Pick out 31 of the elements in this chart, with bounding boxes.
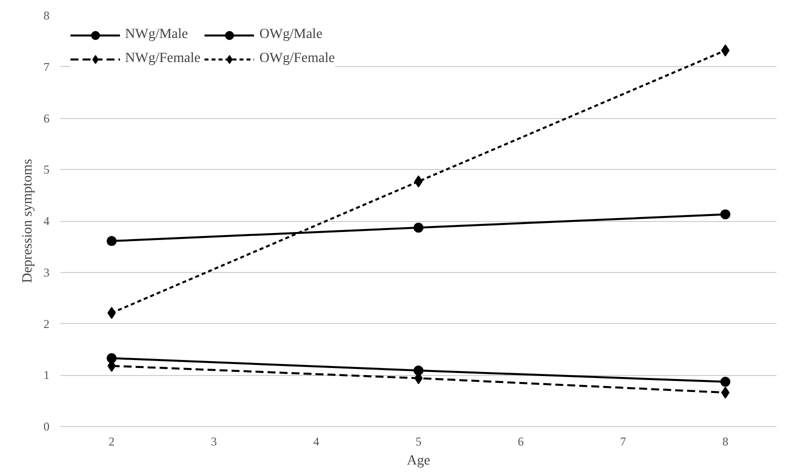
legend-label: NWg/Male [125,27,188,43]
y-tick-label: 2 [44,316,50,331]
point [106,353,117,364]
legend-label: NWg/Female [125,51,200,67]
point [721,386,730,399]
x-tick-label: 7 [620,434,626,448]
point [106,236,117,246]
x-tick-label: 4 [313,434,320,448]
point [107,306,116,319]
y-tick-label: 6 [44,111,50,126]
y-tick-label: 5 [44,162,50,177]
legend-label: OWg/Male [259,27,322,43]
point [414,175,423,188]
legend-label: OWg/Female [259,51,335,67]
x-tick-label: 2 [108,434,115,448]
x-tick-label: 3 [210,434,217,448]
point [720,209,730,220]
x-tick-label: 5 [416,434,422,448]
point [414,222,424,233]
y-axis-title: Depression symptoms [20,158,36,284]
y-tick-label: 8 [44,8,50,22]
y-tick-label: 1 [44,368,50,382]
point [720,376,730,387]
y-tick-label: 7 [44,60,50,74]
x-tick-label: 8 [722,434,728,448]
x-axis-title: Age [406,454,430,468]
y-tick-label: 0 [44,420,50,434]
x-tick-label: 6 [518,434,524,448]
y-tick-label: 4 [44,214,50,228]
point [721,44,730,56]
y-tick-label: 3 [44,265,50,280]
